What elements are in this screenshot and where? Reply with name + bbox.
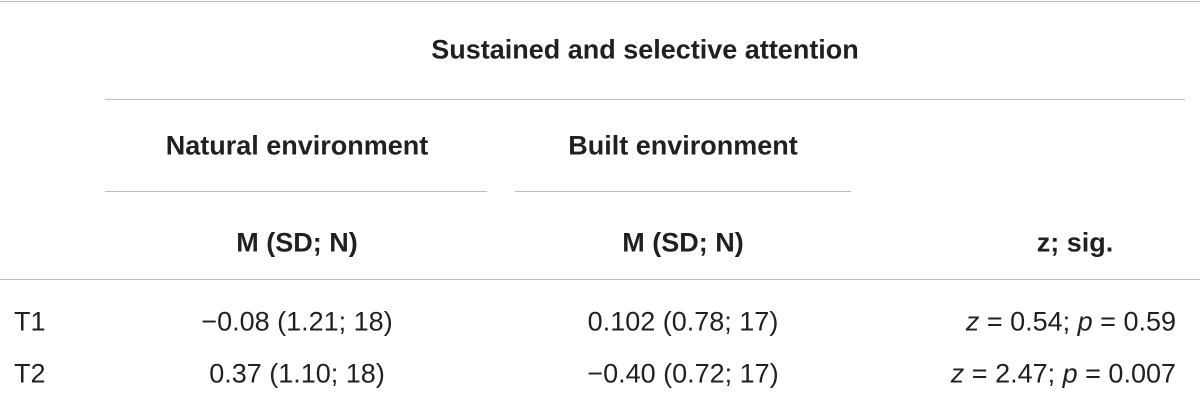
row-label: T1	[14, 306, 46, 337]
subgroup-rule	[515, 191, 851, 192]
subgroup-header: Built environment	[568, 130, 798, 161]
header-rule	[0, 279, 1200, 280]
stat-part: = 2.47;	[964, 358, 1063, 389]
stat-part: z	[965, 306, 980, 337]
row-label: T2	[14, 358, 46, 389]
column-header: z; sig.	[1036, 227, 1114, 258]
subgroup-rule	[105, 191, 487, 192]
cell: 0.37 (1.10; 18)	[209, 358, 385, 389]
stat-part: = 0.007	[1077, 358, 1176, 389]
stat-part: p	[1062, 358, 1078, 389]
column-header: M (SD; N)	[236, 227, 358, 258]
stat-part: = 0.54;	[979, 306, 1078, 337]
stat-cell: z = 2.47; p = 0.007	[950, 358, 1176, 389]
cell: 0.102 (0.78; 17)	[587, 306, 779, 337]
stat-part: p	[1077, 306, 1093, 337]
cell: −0.40 (0.72; 17)	[587, 358, 779, 389]
stat-part: = 0.59	[1092, 306, 1176, 337]
stat-cell: z = 0.54; p = 0.59	[965, 306, 1176, 337]
cell: −0.08 (1.21; 18)	[201, 306, 393, 337]
group-header: Sustained and selective attention	[431, 34, 859, 65]
subgroup-header: Natural environment	[165, 130, 429, 161]
stat-part: z	[950, 358, 965, 389]
group-rule	[105, 99, 1185, 100]
top-rule	[0, 1, 1200, 2]
column-header: M (SD; N)	[622, 227, 744, 258]
